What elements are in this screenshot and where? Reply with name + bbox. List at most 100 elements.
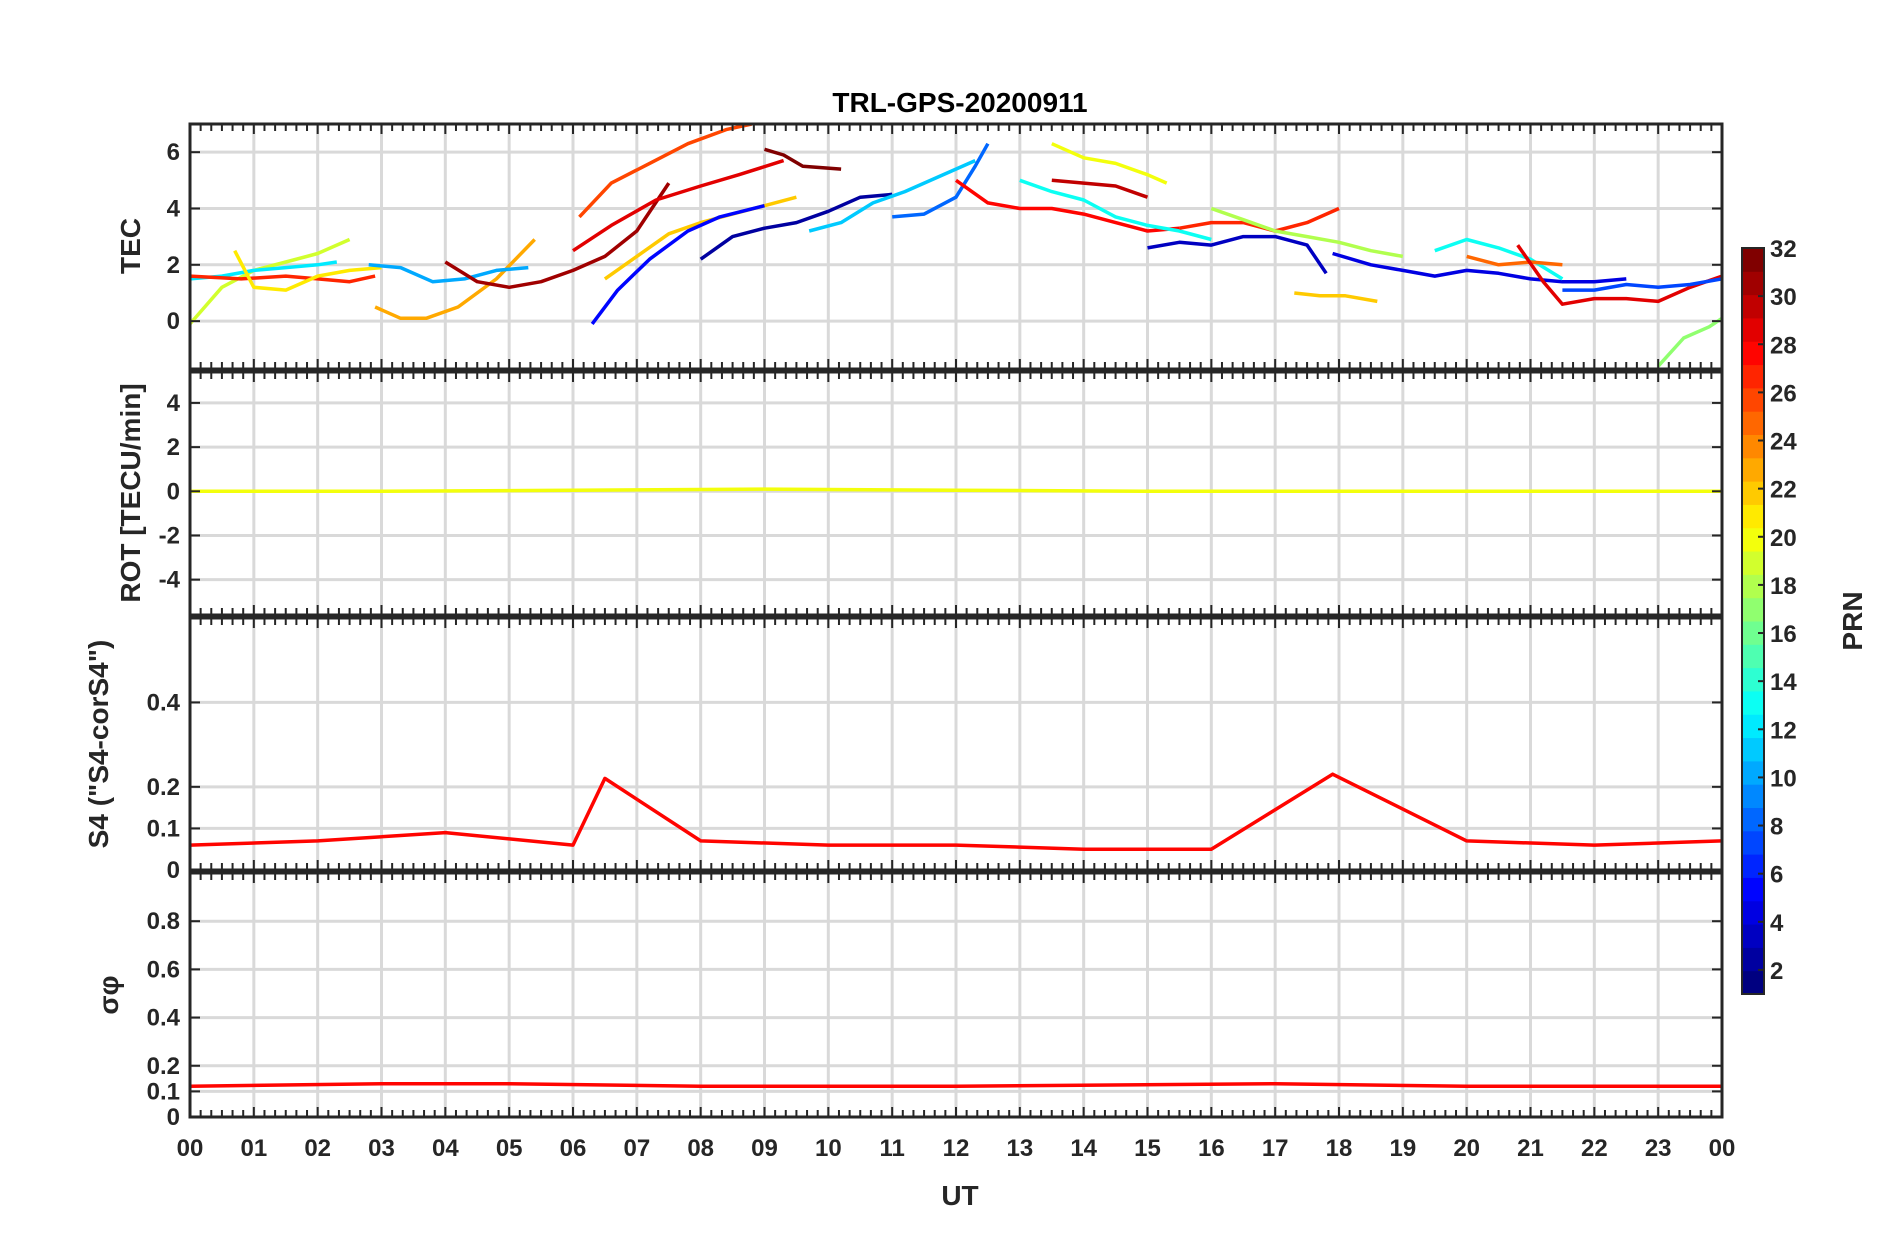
colorbar-segment: [1742, 364, 1764, 389]
y-axis-label: ROT [TECU/min]: [115, 383, 146, 602]
x-tick-label: 22: [1581, 1135, 1608, 1162]
series-line-prn-29b: [1516, 244, 1722, 306]
x-minor-ticks: [189, 618, 1723, 870]
panel-1: 0 2 4 6 TEC: [115, 122, 1724, 371]
colorbar-tick-label: 6: [1770, 862, 1783, 889]
x-tick-label: 05: [496, 1135, 523, 1162]
colorbar-segment: [1742, 900, 1764, 925]
x-tick-label: 03: [368, 1135, 395, 1162]
grid: [190, 372, 1722, 615]
series-group: [190, 772, 1722, 851]
series-line-prn-8: [892, 142, 990, 219]
x-tick-label: 18: [1326, 1135, 1353, 1162]
grid: [190, 124, 1722, 369]
y-tick-label: 2: [167, 434, 180, 461]
colorbar-tick-label: 2: [1770, 958, 1783, 985]
series-line-prn-27b: [1179, 206, 1340, 233]
x-tick-label: 02: [304, 1135, 331, 1162]
y-tick-label: 0.8: [147, 908, 180, 935]
x-tick-label: 00: [177, 1135, 204, 1162]
series-line-prn-20: [1051, 142, 1168, 185]
x-minor-ticks: [189, 873, 1723, 1117]
colorbar-segment: [1742, 947, 1764, 972]
series-line-prn-11: [808, 158, 976, 233]
series-line-prn-13b: [1434, 237, 1564, 281]
x-tick-label: 01: [240, 1135, 267, 1162]
x-minor-ticks: [189, 124, 1723, 369]
colorbar-tick-label: 16: [1770, 621, 1797, 648]
colorbar-segment: [1742, 527, 1764, 552]
series-line-prn-13: [1019, 178, 1212, 242]
colorbar-tick-label: 12: [1770, 717, 1797, 744]
y-tick-label: 0: [167, 857, 180, 884]
colorbar-segment: [1742, 457, 1764, 482]
series-line-prn-10: [368, 263, 529, 284]
series-line-prn-5: [590, 204, 765, 325]
colorbar-segment: [1742, 504, 1764, 529]
y-axis-label: σφ: [93, 975, 124, 1014]
y-tick-label: -4: [159, 567, 181, 594]
y-tick-label: 0.1: [147, 1078, 180, 1105]
colorbar-segment: [1742, 714, 1764, 739]
y-tick-label: 0.4: [147, 689, 181, 716]
y-tick-label: 2: [167, 252, 180, 279]
y-tick-label: -2: [159, 522, 180, 549]
colorbar-tick-label: 4: [1770, 910, 1784, 937]
series-group: [190, 487, 1722, 494]
y-tick-label: 0.2: [147, 774, 180, 801]
colorbar-segment: [1742, 644, 1764, 669]
x-tick-label: 17: [1262, 1135, 1289, 1162]
series-line-s4-all-prns: [190, 772, 1722, 851]
series-line-prn-30: [1051, 178, 1149, 199]
series-line-prn-7: [1562, 277, 1722, 292]
colorbar-segment: [1742, 434, 1764, 459]
series-line-prn-17: [1656, 316, 1722, 368]
colorbar-segment: [1742, 807, 1764, 832]
x-tick-label: 19: [1389, 1135, 1416, 1162]
x-minor-ticks: [189, 372, 1723, 615]
x-tick-label: 10: [815, 1135, 842, 1162]
y-axis-label: TEC: [115, 218, 146, 274]
figure-title: TRL-GPS-20200911: [832, 87, 1087, 118]
colorbar-tick-label: 20: [1770, 525, 1797, 552]
colorbar-tick-label: 24: [1770, 429, 1797, 456]
x-tick-label: 09: [751, 1135, 778, 1162]
colorbar-segment: [1742, 737, 1764, 762]
x-tick-label: 08: [687, 1135, 714, 1162]
x-tick-label: 00: [1709, 1135, 1736, 1162]
series-line-prn-19: [190, 237, 351, 326]
series-line-rot-all-prns: [190, 487, 1722, 494]
x-tick-label: 13: [1006, 1135, 1033, 1162]
colorbar-segment: [1742, 667, 1764, 692]
x-tick-label: 16: [1198, 1135, 1225, 1162]
series-line-prn-31: [444, 182, 671, 290]
x-tick-label: 15: [1134, 1135, 1161, 1162]
x-tick-label: 21: [1517, 1135, 1544, 1162]
y-axis-label: S4 ("S4-corS4"): [83, 640, 114, 849]
colorbar-tick-label: 10: [1770, 765, 1797, 792]
colorbar-segment: [1742, 830, 1764, 855]
colorbar-tick-label: 28: [1770, 332, 1797, 359]
panel-4: 00.10.2 0.4 0.6 0.8 σφ: [93, 871, 1724, 1131]
y-tick-label: 4: [167, 195, 181, 222]
grid: [190, 618, 1722, 870]
colorbar-segment: [1742, 411, 1764, 435]
colorbar-tick-label: 18: [1770, 573, 1797, 600]
x-tick-label: 14: [1070, 1135, 1097, 1162]
colorbar-segment: [1742, 690, 1764, 715]
colorbar-tick-label: 26: [1770, 380, 1797, 407]
x-tick-label: 23: [1645, 1135, 1672, 1162]
colorbar-segment: [1742, 877, 1764, 902]
y-tick-label: 0: [167, 308, 180, 335]
series-line-prn-28: [954, 178, 1180, 233]
colorbar-tick-label: 8: [1770, 814, 1783, 841]
x-axis-label: UT: [941, 1180, 978, 1211]
colorbar-segment: [1742, 271, 1764, 296]
colorbar-segment: [1742, 597, 1764, 622]
colorbar-segment: [1742, 481, 1764, 505]
x-tick-label: 20: [1453, 1135, 1480, 1162]
series-line-prn-3: [1147, 234, 1328, 275]
y-tick-label: 0: [167, 478, 180, 505]
